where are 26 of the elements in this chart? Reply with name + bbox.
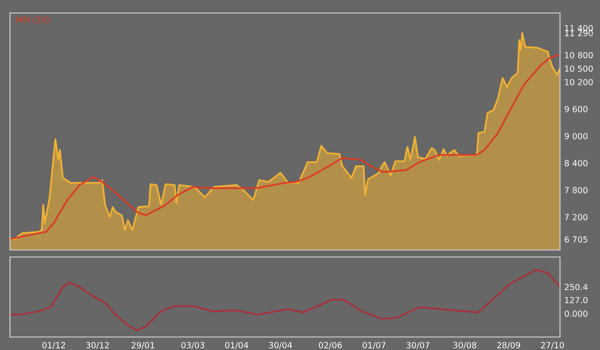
x-tick-label: 03/03: [181, 342, 204, 349]
y-tick-label: 9 600: [564, 106, 588, 112]
y-tick-label: 250.4: [564, 284, 588, 290]
x-tick-label: 01/12: [42, 342, 65, 349]
x-tick-label: 28/09: [497, 342, 520, 349]
y-tick-label: 7 800: [564, 186, 588, 194]
x-tick-label: 01/07: [362, 342, 386, 349]
y-tick-label: 10 800: [565, 52, 593, 58]
y-tick-label: 127.0: [565, 296, 588, 304]
line-series: [10, 269, 560, 332]
y-tick-label: 10 200: [565, 78, 593, 86]
text: MM (20): [16, 16, 49, 24]
x-tick-label: 30/12: [86, 342, 109, 349]
x-tick-label: 27/10: [541, 342, 564, 349]
y-tick-label: 7 200: [564, 214, 588, 220]
y-tick-label: 6 705: [564, 236, 588, 243]
y-tick-label: 9 000: [564, 132, 588, 140]
x-tick-label: 30/04: [269, 342, 292, 349]
x-tick-label: 30/07: [406, 342, 430, 349]
y-tick-label: 0.000: [564, 310, 588, 317]
y-tick-label: 10 500: [565, 65, 593, 72]
x-tick-label: 01/04: [225, 342, 248, 349]
x-tick-label: 29/01: [132, 342, 154, 349]
x-tick-label: 02/06: [318, 342, 342, 349]
x-tick-label: 30/08: [453, 342, 476, 349]
y-tick-label: 8 400: [564, 160, 588, 166]
